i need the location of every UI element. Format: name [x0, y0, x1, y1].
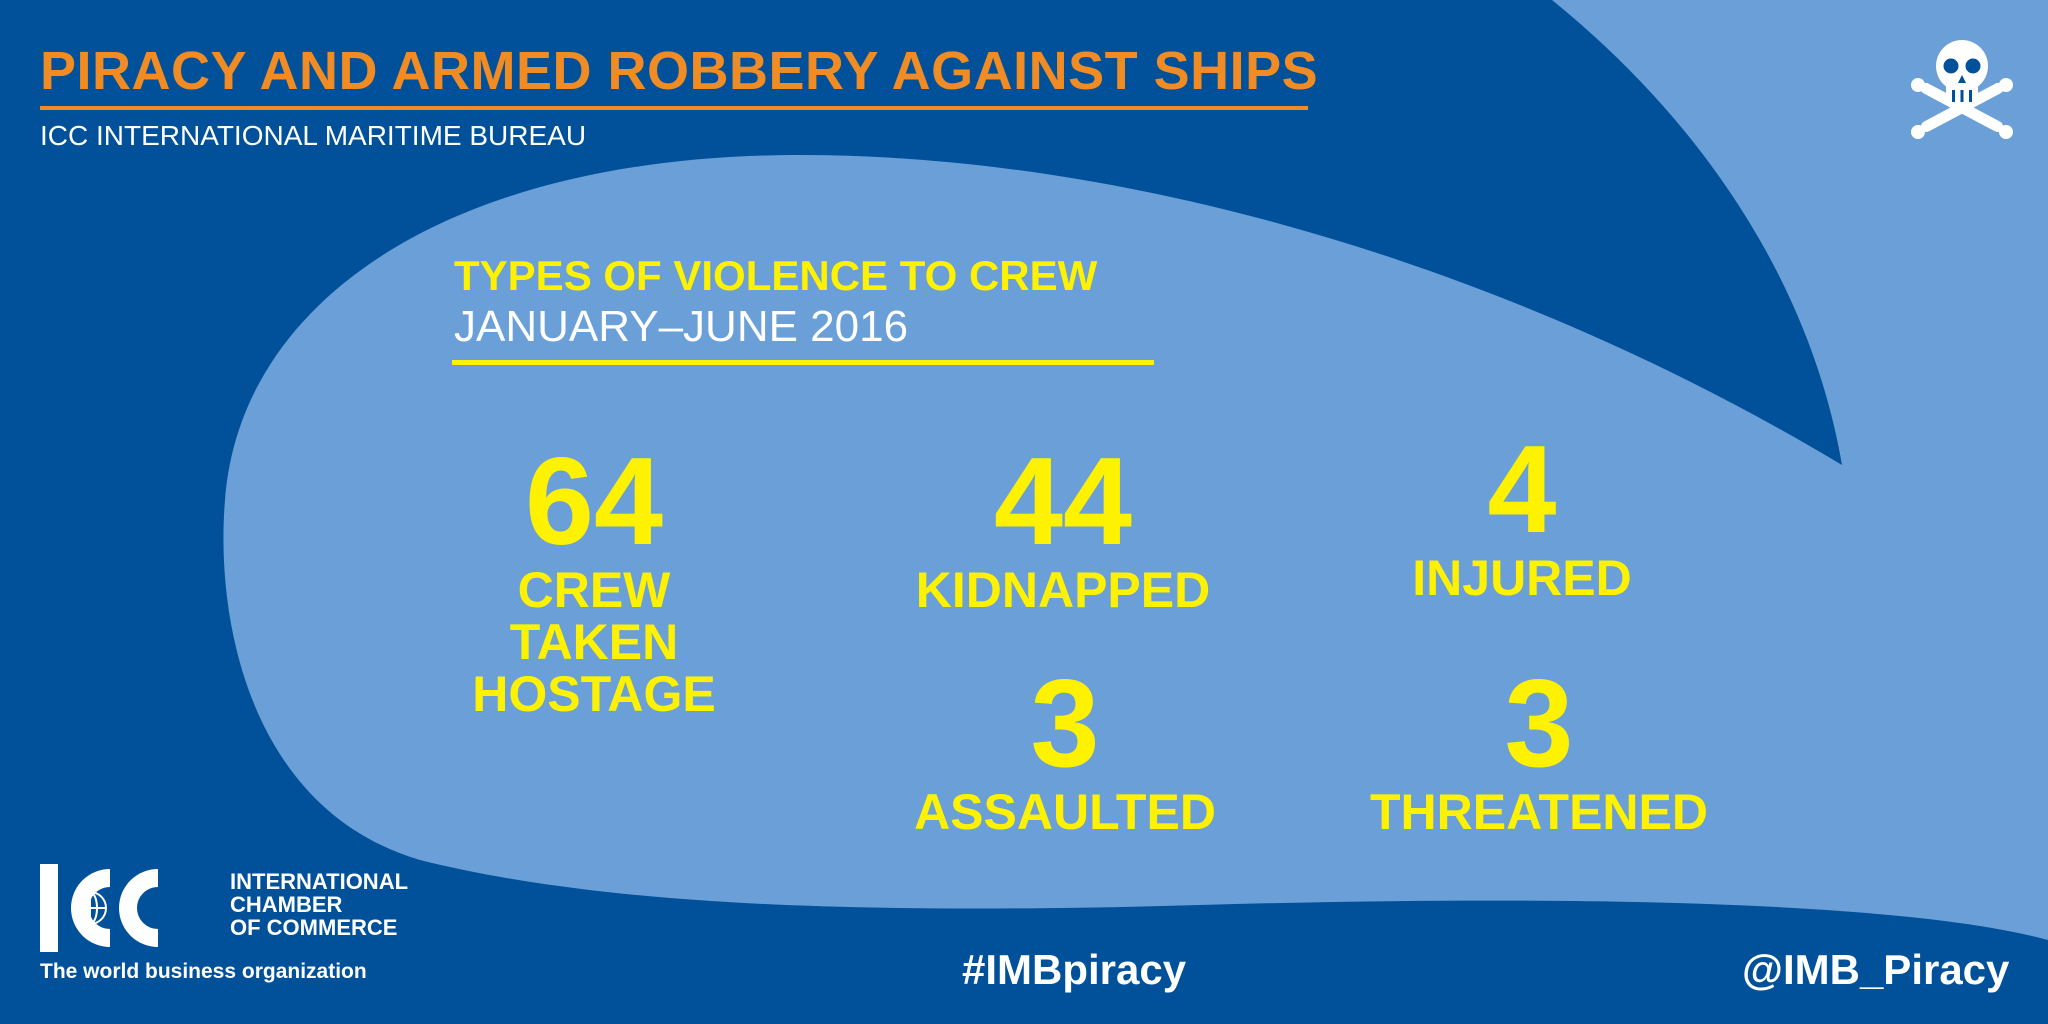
skull-crossbones-icon — [1911, 40, 2013, 139]
twitter-handle: @IMB_Piracy — [1742, 946, 2010, 993]
section-underline — [452, 360, 1154, 365]
icc-organization-name: INTERNATIONAL CHAMBER OF COMMERCE — [230, 869, 409, 941]
stat-kidnapped: 44 KIDNAPPED — [916, 440, 1210, 616]
page-title: PIRACY AND ARMED ROBBERY AGAINST SHIPS — [40, 41, 1319, 101]
globe-icon — [73, 891, 107, 925]
stat-assaulted: 3 ASSAULTED — [914, 662, 1216, 838]
icc-tagline: The world business organization — [40, 960, 367, 983]
stat-value: 3 — [1504, 655, 1574, 793]
stat-value: 4 — [1487, 421, 1557, 559]
organization-subtitle: ICC INTERNATIONAL MARITIME BUREAU — [40, 120, 587, 151]
stat-hostage: 64 CREW TAKEN HOSTAGE — [472, 440, 716, 720]
stat-label: ASSAULTED — [914, 784, 1216, 840]
stat-label: CREW TAKEN HOSTAGE — [472, 562, 716, 722]
stat-label: THREATENED — [1370, 784, 1708, 840]
stat-value: 44 — [994, 433, 1132, 571]
stat-label: KIDNAPPED — [915, 562, 1211, 618]
stat-value: 64 — [525, 433, 663, 571]
section-period: JANUARY–JUNE 2016 — [454, 302, 909, 351]
title-underline — [40, 106, 1308, 110]
icc-logo — [40, 864, 159, 952]
section-title: TYPES OF VIOLENCE TO CREW — [454, 252, 1098, 299]
stat-injured: 4 INJURED — [1412, 428, 1631, 604]
hashtag-label: #IMBpiracy — [962, 946, 1187, 993]
stat-threatened: 3 THREATENED — [1370, 662, 1708, 838]
stat-value: 3 — [1030, 655, 1100, 793]
stat-label: INJURED — [1412, 550, 1632, 606]
